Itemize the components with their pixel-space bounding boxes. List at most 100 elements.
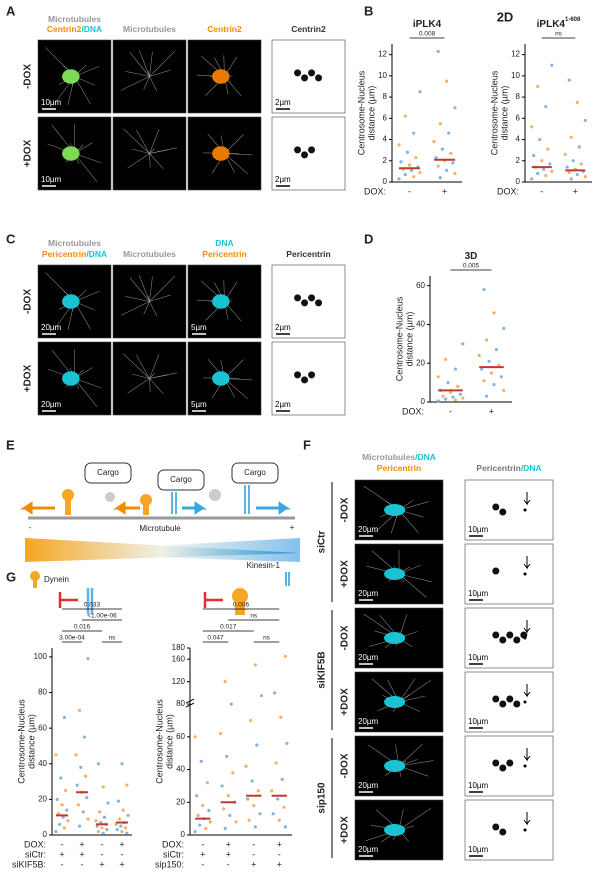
arrow <box>523 492 531 506</box>
data-point <box>492 311 496 315</box>
data-point <box>567 78 571 82</box>
data-point <box>540 159 544 163</box>
row-label: -DOX <box>340 497 351 522</box>
p-value: 0.016 <box>74 624 91 631</box>
data-point <box>461 396 465 400</box>
y-axis-label: distance (µm) <box>366 86 376 141</box>
filament <box>125 296 150 302</box>
filament <box>149 373 155 379</box>
y-tick-label: 2 <box>516 156 521 165</box>
data-point <box>542 167 546 171</box>
data-point <box>449 151 453 155</box>
signal-spot <box>499 828 507 836</box>
inactive-motors <box>105 489 221 502</box>
filament <box>149 147 178 154</box>
row-label: +DOX <box>340 816 351 844</box>
scale-bar-label: 20µm <box>358 589 379 598</box>
data-point <box>579 162 583 166</box>
data-point <box>453 398 458 402</box>
y-tick-label: 12 <box>511 50 520 59</box>
column-header: Centrin2 <box>207 24 242 34</box>
data-point <box>436 399 440 403</box>
data-point <box>443 397 448 401</box>
column-header: Pericentrin <box>377 463 421 473</box>
data-point <box>458 392 462 396</box>
arrow <box>523 620 531 634</box>
data-point <box>94 819 98 823</box>
x-row-label: - <box>101 839 104 849</box>
x-row-name: siKIF5B: <box>12 859 46 869</box>
data-point <box>207 808 211 813</box>
data-point <box>62 826 66 830</box>
data-point <box>246 797 250 801</box>
data-point <box>54 753 58 757</box>
data-point <box>440 147 444 151</box>
header-part: Pericentrin <box>42 249 86 259</box>
data-point <box>565 165 569 169</box>
signal-spot <box>294 146 302 154</box>
data-point <box>397 143 401 147</box>
data-point <box>273 691 277 695</box>
data-point <box>253 663 257 667</box>
y-tick-label: 0 <box>421 397 426 406</box>
data-point <box>456 384 460 389</box>
track-label: Microtubule <box>139 524 181 533</box>
header-part: Pericentrin <box>286 249 330 259</box>
filament <box>149 129 160 154</box>
scale-bar-label: 10µm <box>468 781 489 790</box>
scale-bar-label: 10µm <box>468 653 489 662</box>
column-header: Microtubules <box>48 14 101 24</box>
x-row-label: + <box>277 859 282 869</box>
scale-bar-label: 20µm <box>358 781 379 790</box>
data-point <box>223 680 227 684</box>
column-header: Pericentrin <box>286 249 330 259</box>
data-point <box>256 789 260 793</box>
data-point <box>234 820 238 824</box>
signal-spot <box>513 636 521 644</box>
nucleus <box>62 294 80 309</box>
signal-spot <box>492 631 500 639</box>
p-value: 3.00e-04 <box>59 635 85 642</box>
header-part: Centrin2 <box>291 24 326 34</box>
row-label: -DOX <box>340 753 351 778</box>
data-point <box>205 781 209 785</box>
kinesin-icons <box>171 485 290 586</box>
filament <box>129 277 150 302</box>
panel-label: A <box>6 3 16 18</box>
filament <box>123 353 150 379</box>
signal-spot <box>308 294 316 302</box>
signal-spot <box>301 376 309 384</box>
title-text: 3D <box>465 251 478 262</box>
data-point <box>285 741 289 745</box>
data-point <box>405 150 409 154</box>
scale-bar-label: 10µm <box>468 525 489 534</box>
column-header: Pericentrin/DNA <box>42 249 107 259</box>
spot <box>523 700 527 704</box>
scale-bar-label: 2µm <box>275 323 291 332</box>
panel-label: G <box>6 569 16 584</box>
cargo-box <box>157 469 205 491</box>
data-point <box>101 831 105 835</box>
data-point <box>120 762 124 766</box>
data-point <box>548 162 552 166</box>
x-row-label: + <box>442 186 447 196</box>
x-row-name: siCtr: <box>163 849 184 859</box>
header-part: DNA <box>215 238 233 248</box>
scale-bar-label: 5µm <box>191 323 207 332</box>
data-point <box>66 819 70 823</box>
spot <box>523 572 527 576</box>
y-tick-label: 60 <box>176 732 185 741</box>
data-point <box>64 788 68 793</box>
data-point <box>86 817 90 821</box>
data-point <box>229 702 233 706</box>
data-point <box>445 168 449 172</box>
data-point <box>193 830 197 834</box>
data-point <box>283 825 287 829</box>
column-header: DNA <box>215 238 233 248</box>
data-point <box>583 118 587 123</box>
p-value: 0.008 <box>419 31 436 38</box>
data-point <box>249 718 253 723</box>
x-row-name: siCtr: <box>25 849 46 859</box>
data-point <box>116 799 120 803</box>
x-row-label: - <box>101 849 104 859</box>
